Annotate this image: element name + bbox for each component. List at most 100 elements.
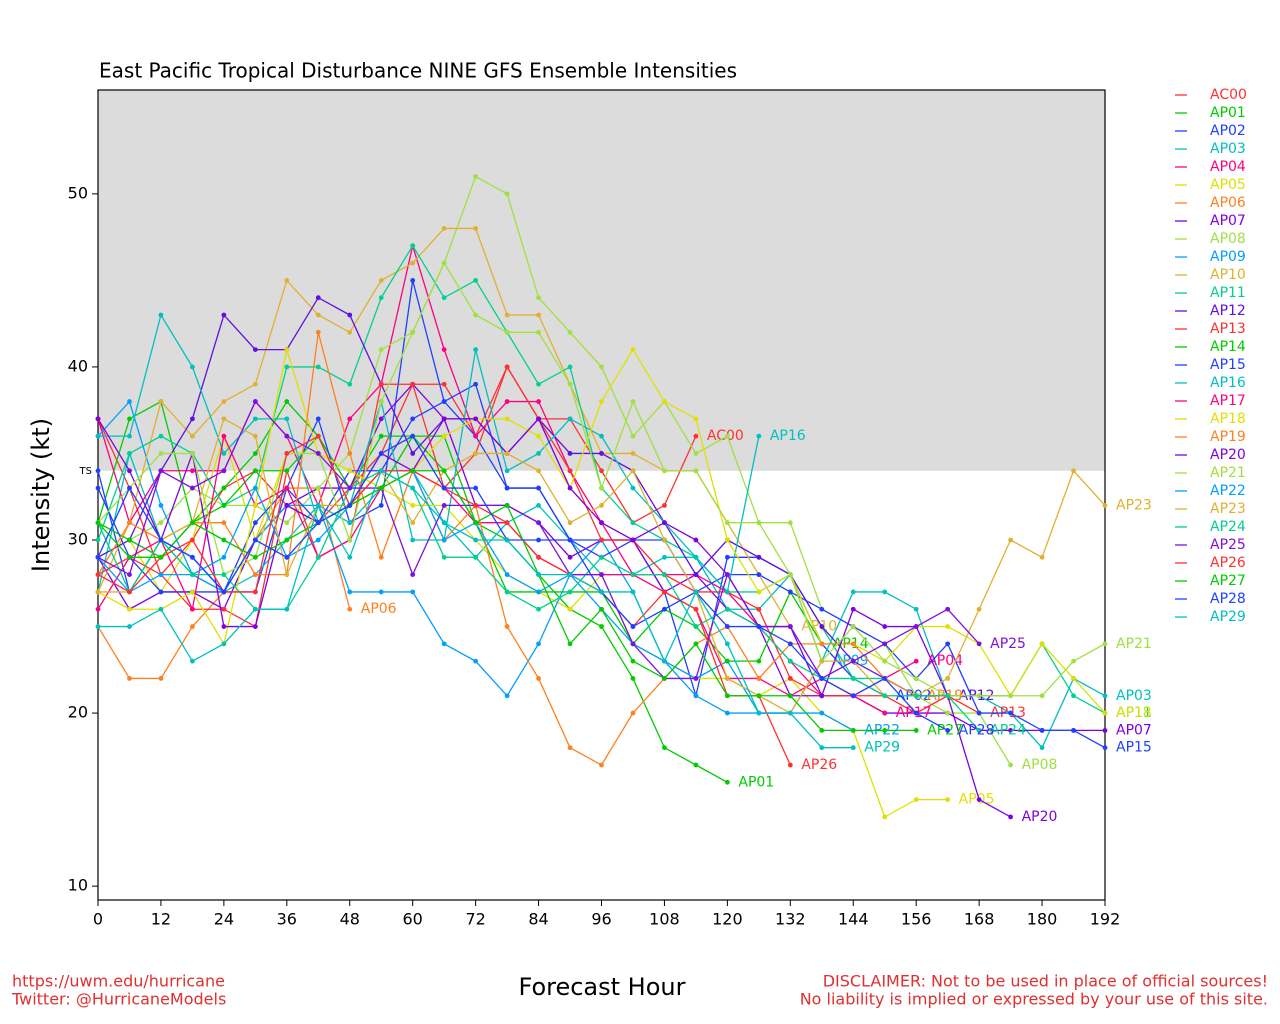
- legend-label: AC00: [1210, 87, 1247, 103]
- data-point: [630, 433, 636, 439]
- data-point: [693, 554, 699, 560]
- data-point: [95, 520, 101, 526]
- data-point: [693, 676, 699, 681]
- data-point: [315, 554, 321, 560]
- data-point: [252, 554, 258, 560]
- data-point: [441, 641, 447, 647]
- end-label: AP24: [990, 722, 1026, 738]
- data-point: [221, 624, 227, 629]
- data-point: [1039, 693, 1045, 699]
- data-point: [850, 658, 856, 664]
- data-point: [536, 641, 541, 647]
- data-point: [127, 485, 132, 491]
- data-point: [190, 451, 195, 456]
- series-line: [97, 435, 791, 766]
- data-point: [504, 624, 510, 629]
- data-point: [315, 295, 321, 301]
- data-point: [819, 710, 825, 716]
- data-point: [599, 606, 604, 612]
- data-point: [190, 554, 195, 560]
- data-point: [252, 537, 258, 543]
- data-point: [913, 693, 919, 699]
- data-point: [473, 277, 479, 283]
- data-point: [284, 485, 290, 491]
- data-point: [599, 451, 604, 456]
- data-point: [756, 693, 762, 699]
- data-point: [567, 537, 573, 543]
- data-point: [347, 606, 353, 612]
- x-tick-label: 72: [465, 910, 485, 929]
- data-point: [158, 451, 164, 456]
- legend-label: AP02: [1210, 123, 1246, 139]
- data-point: [850, 745, 856, 751]
- data-point: [410, 468, 416, 474]
- data-point: [504, 520, 510, 526]
- data-point: [819, 693, 825, 699]
- data-point: [850, 606, 856, 612]
- data-point: [410, 260, 416, 266]
- data-point: [252, 520, 258, 526]
- data-point: [882, 589, 888, 595]
- data-point: [1008, 710, 1013, 716]
- data-point: [158, 468, 164, 474]
- data-point: [913, 797, 919, 803]
- data-point: [190, 658, 195, 664]
- threshold-region: [98, 90, 1105, 471]
- data-point: [882, 710, 888, 716]
- end-label: AP21: [1116, 636, 1152, 652]
- data-point: [347, 416, 353, 422]
- data-point: [882, 658, 888, 664]
- data-point: [567, 745, 573, 751]
- x-tick-label: 48: [340, 910, 360, 929]
- data-point: [221, 485, 227, 491]
- data-point: [630, 468, 636, 474]
- data-point: [630, 451, 636, 456]
- data-point: [410, 329, 416, 335]
- data-point: [190, 416, 195, 422]
- footer-link: https://uwm.edu/hurricane: [12, 972, 225, 991]
- data-point: [756, 554, 762, 560]
- data-point: [221, 606, 227, 612]
- data-point: [693, 537, 699, 543]
- data-point: [662, 468, 667, 474]
- x-tick-label: 0: [93, 910, 103, 929]
- end-label: AP15: [1116, 740, 1152, 756]
- data-point: [441, 502, 447, 508]
- data-point: [315, 537, 321, 543]
- data-point: [662, 399, 667, 404]
- data-point: [127, 606, 132, 612]
- data-point: [504, 502, 510, 508]
- data-point: [473, 537, 479, 543]
- data-point: [945, 693, 951, 699]
- data-point: [693, 762, 699, 768]
- data-point: [441, 554, 447, 560]
- data-point: [158, 589, 164, 595]
- data-point: [850, 589, 856, 595]
- data-point: [1071, 658, 1076, 664]
- end-label: AP06: [361, 601, 397, 617]
- data-point: [441, 433, 447, 439]
- data-point: [662, 537, 667, 543]
- data-point: [284, 277, 290, 283]
- data-point: [599, 485, 604, 491]
- data-point: [284, 502, 290, 508]
- data-point: [850, 676, 856, 681]
- data-point: [1102, 710, 1108, 716]
- data-point: [252, 572, 258, 578]
- data-point: [378, 451, 384, 456]
- legend-label: AP07: [1210, 213, 1246, 229]
- series-line: [97, 433, 886, 714]
- data-point: [567, 520, 573, 526]
- data-point: [410, 485, 416, 491]
- x-tick-label: 192: [1090, 910, 1121, 929]
- data-point: [127, 537, 132, 543]
- data-point: [787, 572, 793, 578]
- x-tick-label: 96: [591, 910, 611, 929]
- data-point: [819, 727, 825, 733]
- data-point: [536, 468, 541, 474]
- data-point: [599, 364, 604, 370]
- data-point: [252, 347, 258, 353]
- data-point: [252, 399, 258, 404]
- legend-label: AP14: [1210, 339, 1246, 355]
- end-label: AP29: [864, 740, 900, 756]
